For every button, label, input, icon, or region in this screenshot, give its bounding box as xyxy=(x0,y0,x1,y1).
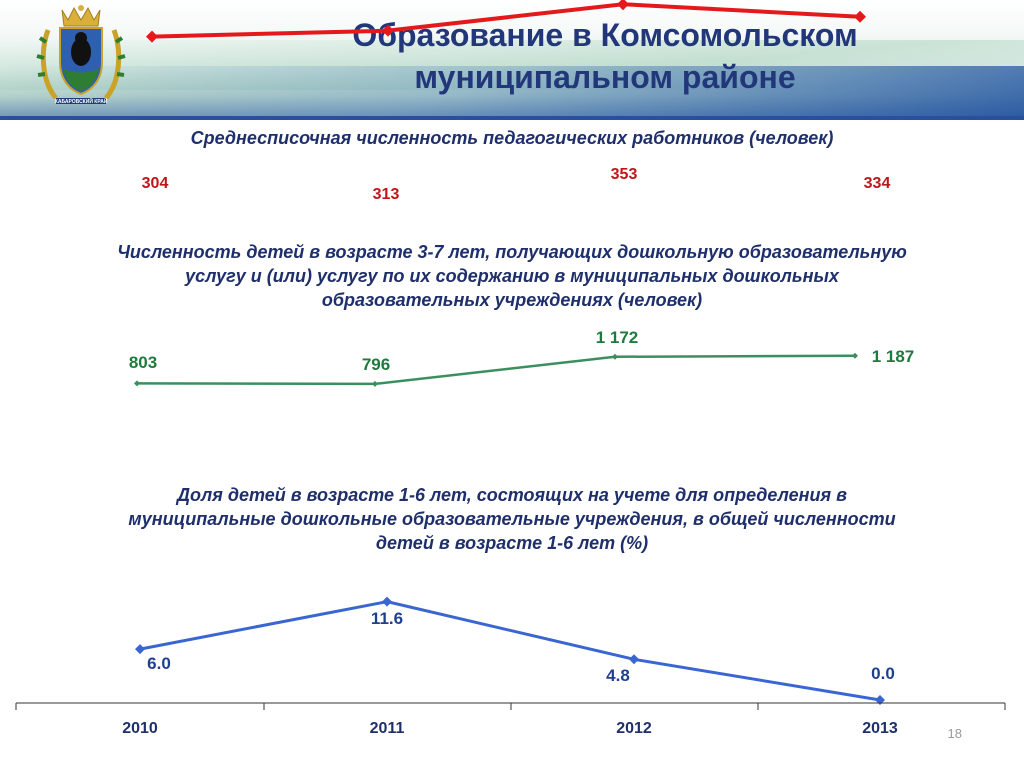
queue-point-2011 xyxy=(382,596,392,607)
children-data-label-2010: 803 xyxy=(129,353,157,372)
children-data-label-2013: 1 187 xyxy=(872,347,915,366)
teachers-data-label-2010: 304 xyxy=(142,175,169,192)
children-chart-title-line-2: услугу и (или) услугу по их содержанию в… xyxy=(185,266,839,286)
teachers-data-label-2013: 334 xyxy=(864,175,891,192)
children-point-2012 xyxy=(612,353,618,360)
children-series-line xyxy=(136,354,856,386)
teachers-data-label-2012: 353 xyxy=(611,166,638,183)
teachers-data-label-2011: 313 xyxy=(373,186,400,203)
children-point-2010 xyxy=(134,380,140,387)
queue-point-2010 xyxy=(135,644,145,655)
header-divider xyxy=(0,116,1024,120)
teachers-series-line xyxy=(151,2,861,39)
children-chart-title: Численность детей в возрасте 3-7 лет, по… xyxy=(12,240,1012,312)
teachers-point-2013 xyxy=(854,10,866,23)
x-tick-label-2010: 2010 xyxy=(122,720,158,737)
coat-of-arms-icon: ХАБАРОВСКИЙ КРАЙ xyxy=(36,5,126,105)
x-tick-label-2011: 2011 xyxy=(370,720,405,737)
teachers-chart-title: Среднесписочная численность педагогическ… xyxy=(12,126,1012,150)
x-tick-label-2012: 2012 xyxy=(616,720,652,737)
queue-data-label-2011: 11.6 xyxy=(371,609,403,628)
teachers-point-2012 xyxy=(617,0,629,11)
teachers-point-2011 xyxy=(382,24,394,37)
children-point-2011 xyxy=(372,380,378,387)
children-chart-title-line-1: Численность детей в возрасте 3-7 лет, по… xyxy=(117,242,907,262)
children-point-2013 xyxy=(852,352,858,359)
children-data-label-2012: 1 172 xyxy=(596,328,639,347)
queue-chart-title-line-3: детей в возрасте 1-6 лет (%) xyxy=(375,533,649,553)
page-title-line-2: муниципальном районе xyxy=(414,59,796,95)
page-title: Образование в Комсомольском муниципально… xyxy=(200,14,1010,98)
teachers-point-2010 xyxy=(146,30,158,43)
queue-chart-title: Доля детей в возрасте 1-6 лет, состоящих… xyxy=(12,483,1012,555)
header-wave-blue xyxy=(0,66,1024,120)
emblem-caption: ХАБАРОВСКИЙ КРАЙ xyxy=(55,97,108,105)
queue-data-label-2012: 4.8 xyxy=(606,666,630,685)
queue-point-2012 xyxy=(629,654,639,665)
queue-data-label-2010: 6.0 xyxy=(147,654,171,673)
queue-series-line xyxy=(139,600,881,702)
slide-number: 18 xyxy=(947,726,962,741)
page-title-line-1: Образование в Комсомольском xyxy=(352,17,858,53)
queue-chart-title-line-2: муниципальные дошкольные образовательные… xyxy=(128,509,896,529)
teachers-chart-title-text: Среднесписочная численность педагогическ… xyxy=(190,128,834,148)
queue-chart-title-line-1: Доля детей в возрасте 1-6 лет, состоящих… xyxy=(177,485,847,505)
x-tick-label-2013: 2013 xyxy=(862,720,898,737)
children-data-label-2011: 796 xyxy=(362,355,390,374)
queue-data-label-2013: 0.0 xyxy=(871,664,895,683)
children-chart-title-line-3: образовательных учреждениях (человек) xyxy=(321,290,703,310)
slide-header xyxy=(0,0,1024,120)
